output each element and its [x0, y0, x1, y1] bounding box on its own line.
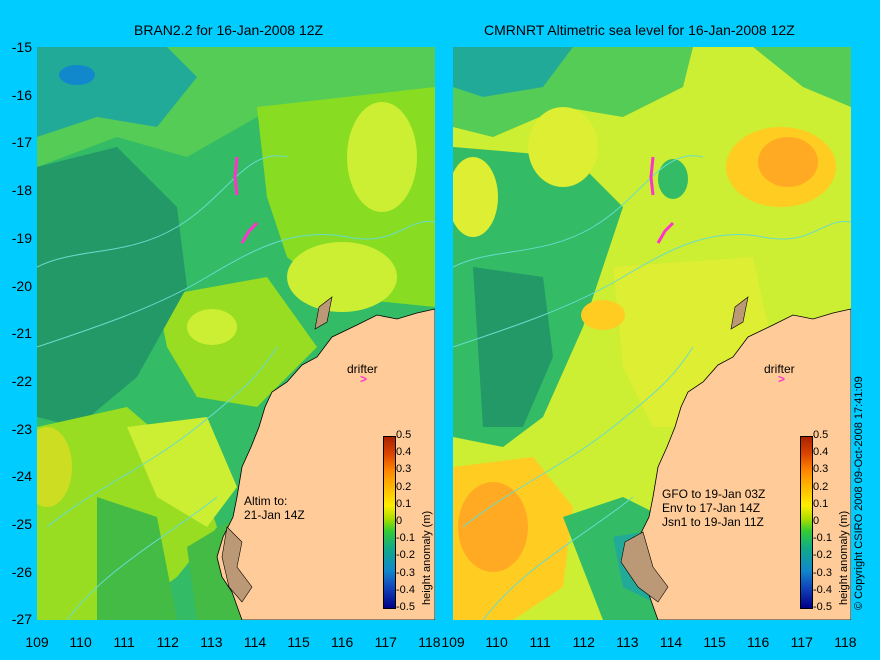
x-axis-label: 109 — [441, 634, 465, 650]
right-map-title: CMRNRT Altimetric sea level for 16-Jan-2… — [484, 22, 795, 38]
right-drifter-label: drifter — [764, 362, 795, 376]
x-axis-label: 111 — [113, 634, 135, 650]
colorbar-tick-label: -0.2 — [813, 549, 832, 562]
y-axis-label: -17 — [11, 134, 32, 151]
right-map[interactable] — [453, 47, 851, 620]
y-axis-label: -15 — [11, 39, 32, 55]
x-axis-label: 114 — [659, 634, 683, 650]
left-colorbar — [383, 436, 396, 609]
colorbar-tick-label: -0.1 — [396, 532, 415, 545]
colorbar-tick-label: -0.3 — [813, 566, 832, 579]
colorbar-tick-label: 0.1 — [396, 497, 412, 510]
colorbar-tick-label: 0.4 — [396, 446, 412, 459]
left-altimetry-note: Altim to: 21-Jan 14Z — [244, 494, 305, 522]
colorbar-tick-label: -0.4 — [813, 583, 832, 596]
left-map-title: BRAN2.2 for 16-Jan-2008 12Z — [134, 22, 324, 38]
left-colorbar-title: height anomaly (m) — [421, 510, 433, 605]
x-axis-label: 113 — [616, 634, 639, 650]
right-altimetry-note: GFO to 19-Jan 03Z Env to 17-Jan 14Z Jsn1… — [662, 487, 766, 529]
right-drifter-marker: > — [778, 372, 786, 386]
colorbar-tick-label: 0.5 — [813, 429, 829, 441]
y-axis-label: -19 — [11, 229, 32, 246]
y-axis-label: -25 — [11, 516, 32, 532]
colorbar-tick-label: 0.3 — [813, 463, 829, 476]
x-axis-label: 115 — [287, 634, 310, 650]
y-axis-label: -16 — [11, 86, 32, 103]
y-axis-label: -27 — [11, 611, 32, 628]
x-axis-label: 109 — [25, 634, 49, 650]
colorbar-tick-label: -0.5 — [813, 601, 832, 613]
right-colorbar-title: height anomaly (m) — [838, 510, 850, 605]
colorbar-tick-label: 0 — [396, 515, 403, 527]
right-colorbar — [800, 436, 813, 609]
colorbar-tick-label: 0.5 — [396, 429, 412, 441]
y-axis-label: -20 — [11, 277, 32, 294]
y-axis-label: -24 — [11, 468, 32, 485]
copyright-notice: © Copyright CSIRO 2008 09-Oct-2008 17:41… — [853, 376, 865, 610]
left-drifter-marker: > — [360, 372, 368, 386]
y-axis-label: -18 — [11, 182, 32, 199]
x-axis-label: 118 — [834, 634, 857, 650]
colorbar-tick-label: 0.1 — [813, 497, 829, 510]
x-axis-label: 112 — [156, 634, 179, 650]
colorbar-tick-label: -0.1 — [813, 532, 832, 545]
x-axis-label: 116 — [331, 634, 354, 650]
colorbar-tick-label: 0.2 — [396, 480, 412, 493]
x-axis-label: 114 — [243, 634, 267, 650]
x-axis-label: 117 — [790, 634, 813, 650]
colorbar-tick-label: 0.2 — [813, 480, 829, 493]
colorbar-tick-label: -0.4 — [396, 583, 415, 596]
x-axis-label: 112 — [572, 634, 595, 650]
y-axis-label: -21 — [11, 325, 32, 342]
x-axis-label: 111 — [529, 634, 551, 650]
x-axis-label: 117 — [374, 634, 397, 650]
left-drifter-label: drifter — [347, 362, 378, 376]
x-axis-label: 116 — [747, 634, 770, 650]
x-axis-label: 110 — [485, 634, 508, 650]
x-axis-label: 115 — [703, 634, 726, 650]
y-axis-label: -23 — [11, 420, 32, 437]
x-axis-label: 110 — [69, 634, 92, 650]
left-map[interactable] — [37, 47, 435, 620]
y-axis-label: -26 — [11, 563, 32, 580]
colorbar-tick-label: -0.2 — [396, 549, 415, 562]
colorbar-tick-label: -0.3 — [396, 566, 415, 579]
x-axis-label: 113 — [200, 634, 223, 650]
colorbar-tick-label: 0 — [813, 515, 820, 527]
colorbar-tick-label: 0.3 — [396, 463, 412, 476]
colorbar-tick-label: 0.4 — [813, 446, 829, 459]
colorbar-tick-label: -0.5 — [396, 601, 415, 613]
x-axis-label: 118 — [418, 634, 441, 650]
y-axis-label: -22 — [11, 372, 32, 389]
